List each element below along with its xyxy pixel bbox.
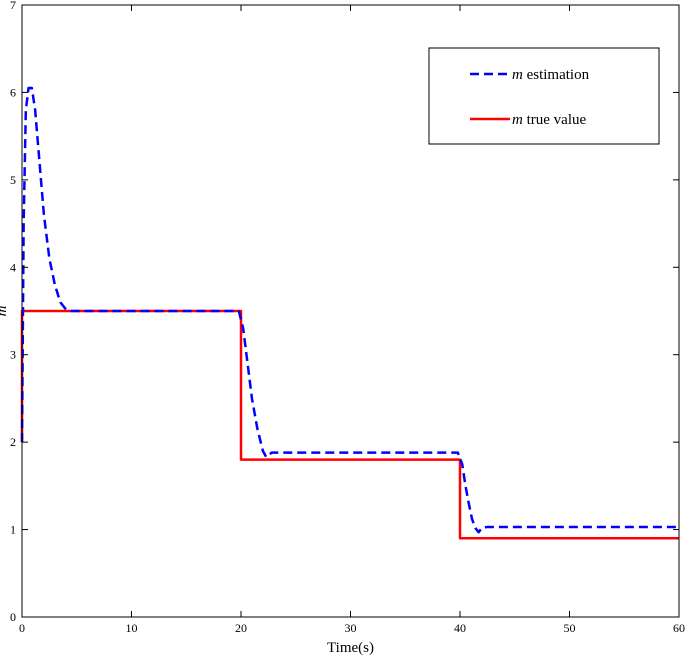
x-tick-label: 60	[673, 621, 685, 635]
y-tick-label: 1	[10, 523, 16, 537]
series-line-estimation	[20, 86, 679, 534]
y-tick-label: 3	[10, 348, 16, 362]
legend-entry-true-value: m true value	[512, 112, 586, 128]
y-tick-label: 7	[10, 0, 16, 12]
axis-ticks: 0 10 20 30 40 50 60 0 1 2 3 4 5 6 7	[10, 0, 685, 635]
x-tick-label: 0	[19, 621, 25, 635]
legend-box	[428, 47, 660, 145]
legend-symbol-true-value: m	[512, 112, 523, 128]
x-tick-label: 20	[235, 621, 247, 635]
series-line-true-value	[20, 309, 679, 540]
x-tick-label: 40	[454, 621, 466, 635]
y-tick-label: 5	[10, 173, 16, 187]
legend: m estimation m true value	[428, 47, 660, 145]
plot-lines	[20, 86, 679, 540]
x-tick-label: 30	[345, 621, 357, 635]
y-tick-label: 0	[10, 610, 16, 624]
y-tick-label: 2	[10, 435, 16, 449]
legend-label-true-value: true value	[523, 112, 587, 128]
legend-label-estimation: estimation	[523, 67, 590, 83]
x-tick-label: 50	[564, 621, 576, 635]
y-axis-label: m	[0, 305, 10, 316]
x-tick-label: 10	[126, 621, 138, 635]
legend-entry-estimation: m estimation	[512, 67, 590, 83]
y-tick-label: 6	[10, 85, 16, 99]
legend-symbol-estimation: m	[512, 67, 523, 83]
y-tick-label: 4	[10, 260, 16, 274]
x-axis-label: Time(s)	[327, 640, 374, 656]
